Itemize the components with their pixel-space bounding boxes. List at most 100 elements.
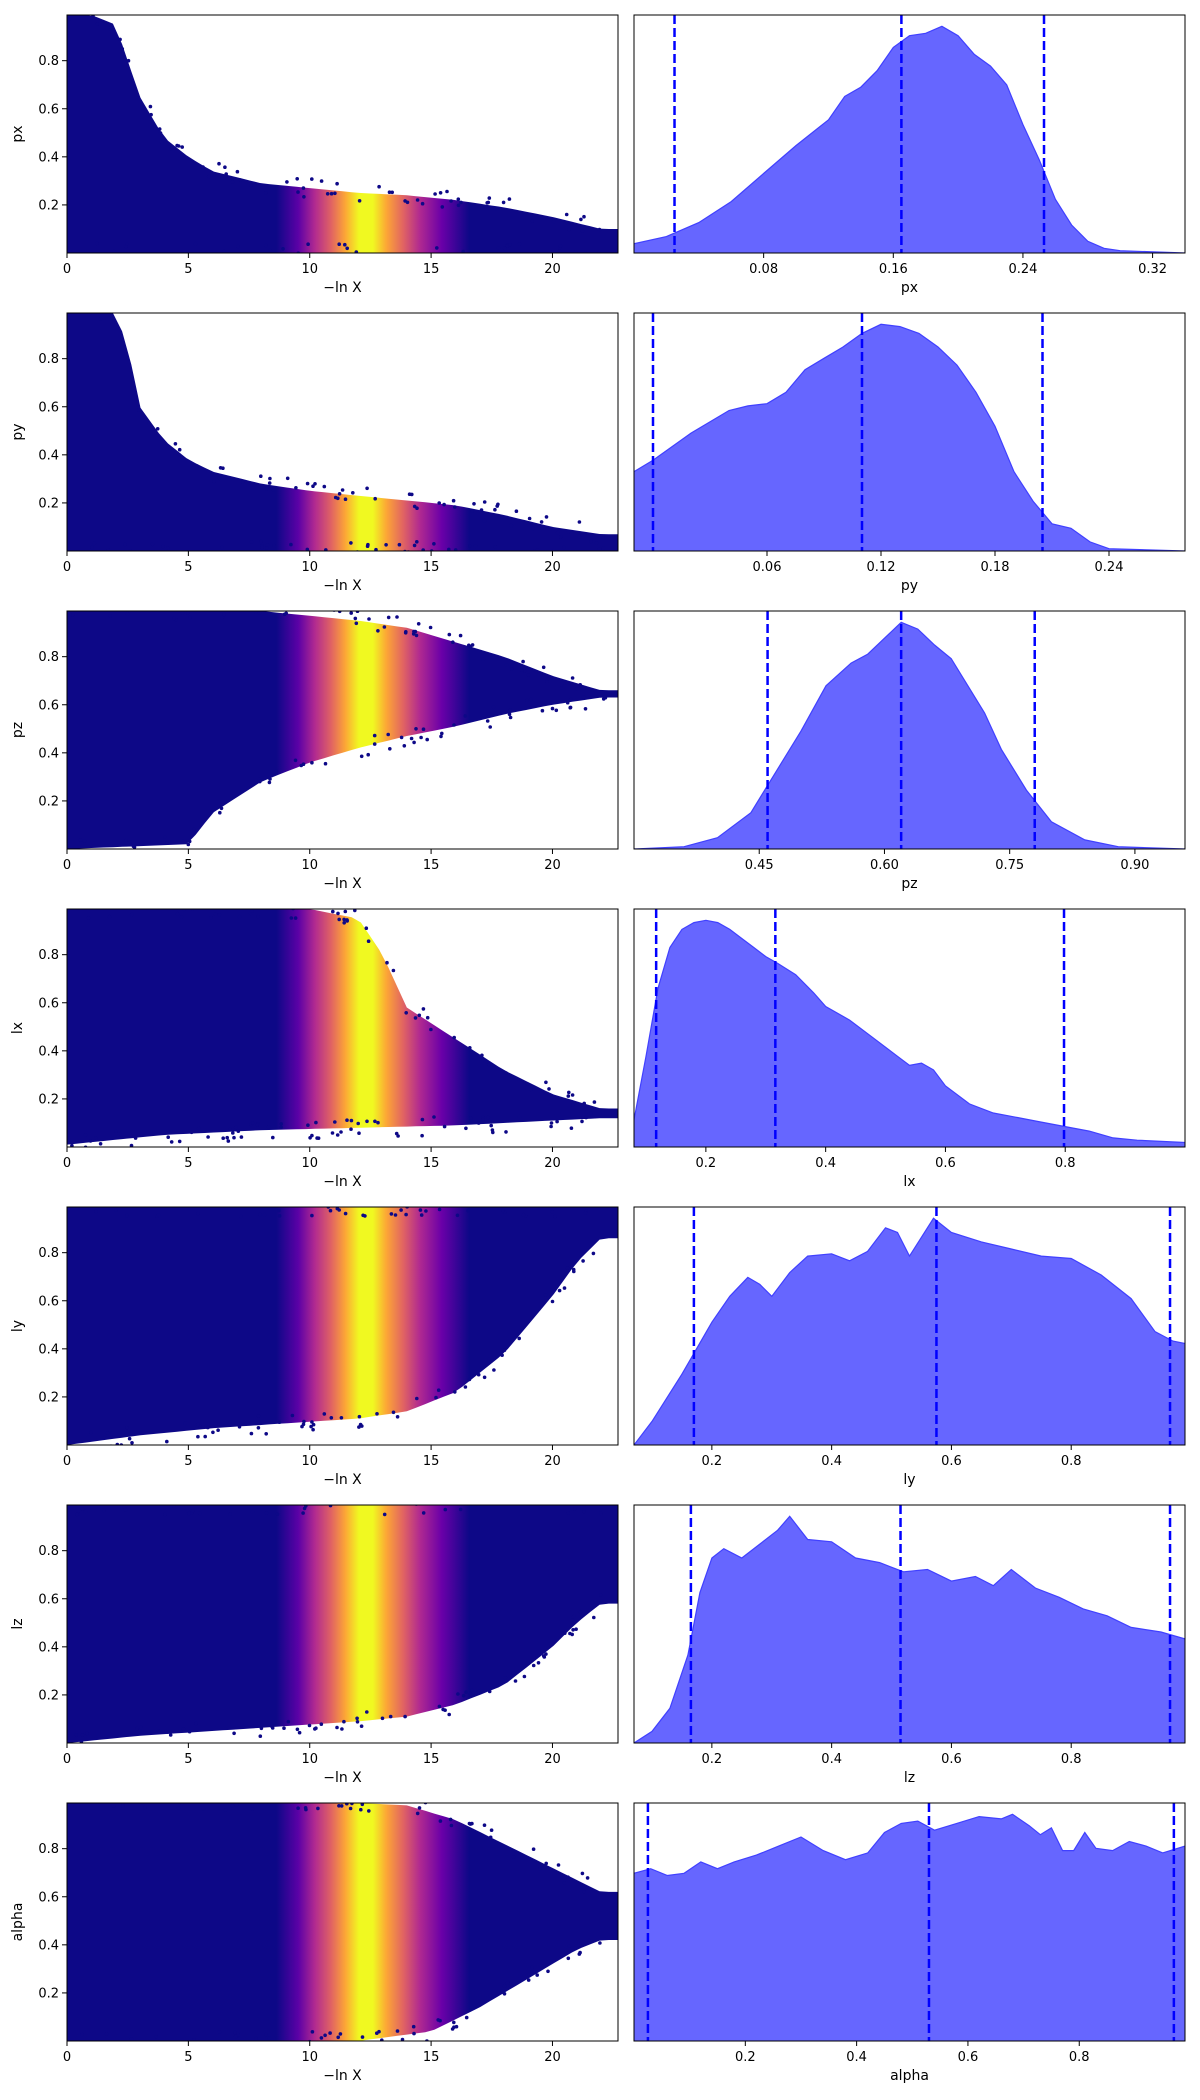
- scatter-point: [390, 1202, 394, 1206]
- scatter-point: [80, 2032, 84, 2037]
- scatter-point: [300, 1424, 304, 1429]
- scatter-point: [358, 1197, 362, 1201]
- scatter-point: [514, 256, 518, 260]
- scatter-point: [415, 1811, 420, 1816]
- scatter-point: [417, 1013, 422, 1018]
- scatter-panel-ly: 0 5 10 15 20 0.2 0.4 0.6 0.8 −ln X ly: [10, 1197, 619, 1488]
- scatter-point: [239, 1214, 243, 1219]
- scatter-point: [556, 1863, 561, 1867]
- scatter-point: [172, 1505, 176, 1508]
- scatter-point: [112, 249, 117, 253]
- scatter-point: [502, 1348, 507, 1352]
- scatter-point: [476, 1121, 481, 1125]
- scatter-point: [447, 1712, 452, 1717]
- scatter-point: [159, 603, 163, 607]
- scatter-point: [97, 2043, 101, 2047]
- scatter-point: [219, 806, 224, 811]
- scatter-point: [343, 254, 347, 258]
- scatter-point: [565, 554, 569, 558]
- scatter-point: [360, 1794, 364, 1798]
- scatter-point: [133, 1136, 138, 1140]
- scatter-point: [297, 1730, 302, 1735]
- x-tick-label: 15: [423, 858, 440, 873]
- scatter-point: [187, 839, 192, 844]
- scatter-point: [335, 1133, 340, 1137]
- scatter-point: [311, 484, 315, 489]
- scatter-point: [268, 476, 272, 481]
- scatter-point: [476, 1372, 481, 1377]
- scatter-point: [403, 1714, 407, 1719]
- y-axis-label: ly: [10, 1320, 26, 1332]
- scatter-point: [255, 914, 260, 919]
- scatter-point: [492, 1368, 496, 1372]
- scatter-point: [489, 1505, 493, 1507]
- scatter-frame: [66, 1504, 619, 1744]
- scatter-point: [565, 1266, 570, 1270]
- scatter-point: [323, 761, 328, 766]
- x-tick-label: 20: [544, 560, 561, 575]
- scatter-point: [337, 611, 342, 614]
- scatter-point: [267, 780, 272, 785]
- scatter-point: [200, 900, 204, 904]
- scatter-point: [539, 520, 544, 524]
- scatter-point: [594, 541, 599, 545]
- scatter-point: [116, 1134, 121, 1139]
- x-tick-label: 0.6: [941, 1454, 962, 1469]
- scatter-point: [293, 1798, 297, 1802]
- scatter-point: [365, 1710, 369, 1714]
- y-tick-label: 0.6: [38, 698, 59, 713]
- scatter-point: [447, 632, 452, 637]
- scatter-point: [555, 1119, 559, 1124]
- scatter-point: [85, 1731, 89, 1736]
- kde-line: [634, 1813, 1185, 1877]
- scatter-point: [182, 909, 186, 912]
- scatter-point: [461, 1693, 466, 1698]
- scatter-point: [505, 1980, 510, 1985]
- scatter-point: [572, 1269, 576, 1274]
- x-axis-label: px: [901, 280, 918, 296]
- scatter-point: [82, 839, 87, 843]
- scatter-point: [336, 2035, 341, 2040]
- scatter-point: [448, 1817, 453, 1822]
- x-axis-label: −ln X: [323, 578, 362, 594]
- scatter-density-region: [67, 313, 618, 551]
- scatter-point: [370, 257, 374, 261]
- scatter-point: [366, 752, 371, 757]
- scatter-point: [283, 551, 287, 555]
- scatter-point: [386, 732, 391, 737]
- scatter-point: [109, 25, 113, 30]
- x-tick-label: 20: [544, 858, 561, 873]
- scatter-point: [430, 1199, 434, 1203]
- scatter-point: [549, 1121, 554, 1125]
- scatter-point: [94, 1136, 98, 1140]
- y-tick-label: 0.8: [38, 1544, 59, 1559]
- scatter-point: [538, 1505, 543, 1508]
- scatter-point: [453, 505, 457, 509]
- scatter-point: [578, 683, 582, 687]
- scatter-point: [412, 504, 417, 509]
- x-tick-label: 15: [423, 560, 440, 575]
- scatter-point: [118, 37, 122, 42]
- scatter-point: [529, 697, 533, 702]
- scatter-point: [573, 1507, 577, 1511]
- scatter-point: [290, 605, 294, 609]
- scatter-point: [234, 1803, 239, 1807]
- scatter-point: [206, 900, 210, 904]
- scatter-point: [463, 714, 468, 718]
- scatter-point: [357, 1414, 362, 1419]
- scatter-point: [500, 257, 504, 261]
- scatter-point: [181, 1727, 186, 1731]
- scatter-point: [99, 1797, 103, 1801]
- scatter-point: [343, 242, 347, 247]
- scatter-point: [425, 1015, 430, 1020]
- scatter-point: [254, 1499, 258, 1503]
- scatter-point: [285, 258, 289, 262]
- scatter-point: [557, 1288, 562, 1293]
- scatter-point: [441, 555, 445, 559]
- scatter-point: [239, 1135, 244, 1139]
- scatter-point: [562, 1286, 567, 1290]
- scatter-point: [365, 1119, 369, 1124]
- scatter-point: [374, 1798, 378, 1802]
- scatter-point: [333, 191, 337, 196]
- scatter-point: [421, 1007, 426, 1011]
